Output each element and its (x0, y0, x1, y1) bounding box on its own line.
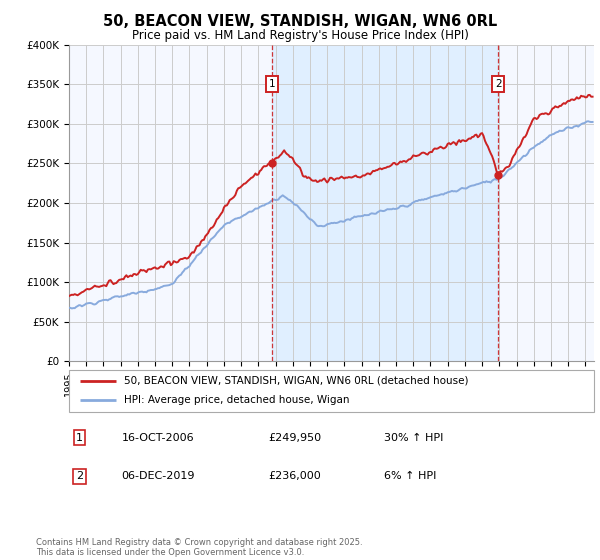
Text: 2: 2 (495, 80, 502, 90)
Text: 2: 2 (76, 472, 83, 482)
Text: 30% ↑ HPI: 30% ↑ HPI (384, 432, 443, 442)
Text: 1: 1 (269, 80, 275, 90)
Text: 1: 1 (76, 432, 83, 442)
Text: 6% ↑ HPI: 6% ↑ HPI (384, 472, 436, 482)
Text: HPI: Average price, detached house, Wigan: HPI: Average price, detached house, Wiga… (124, 395, 350, 405)
Text: 06-DEC-2019: 06-DEC-2019 (121, 472, 195, 482)
Text: Contains HM Land Registry data © Crown copyright and database right 2025.
This d: Contains HM Land Registry data © Crown c… (36, 538, 362, 557)
Text: 50, BEACON VIEW, STANDISH, WIGAN, WN6 0RL: 50, BEACON VIEW, STANDISH, WIGAN, WN6 0R… (103, 14, 497, 29)
Text: 50, BEACON VIEW, STANDISH, WIGAN, WN6 0RL (detached house): 50, BEACON VIEW, STANDISH, WIGAN, WN6 0R… (124, 376, 469, 386)
Text: Price paid vs. HM Land Registry's House Price Index (HPI): Price paid vs. HM Land Registry's House … (131, 29, 469, 42)
Text: £236,000: £236,000 (269, 472, 321, 482)
Text: 16-OCT-2006: 16-OCT-2006 (121, 432, 194, 442)
FancyBboxPatch shape (69, 370, 594, 412)
Text: £249,950: £249,950 (269, 432, 322, 442)
Bar (272, 45, 498, 361)
